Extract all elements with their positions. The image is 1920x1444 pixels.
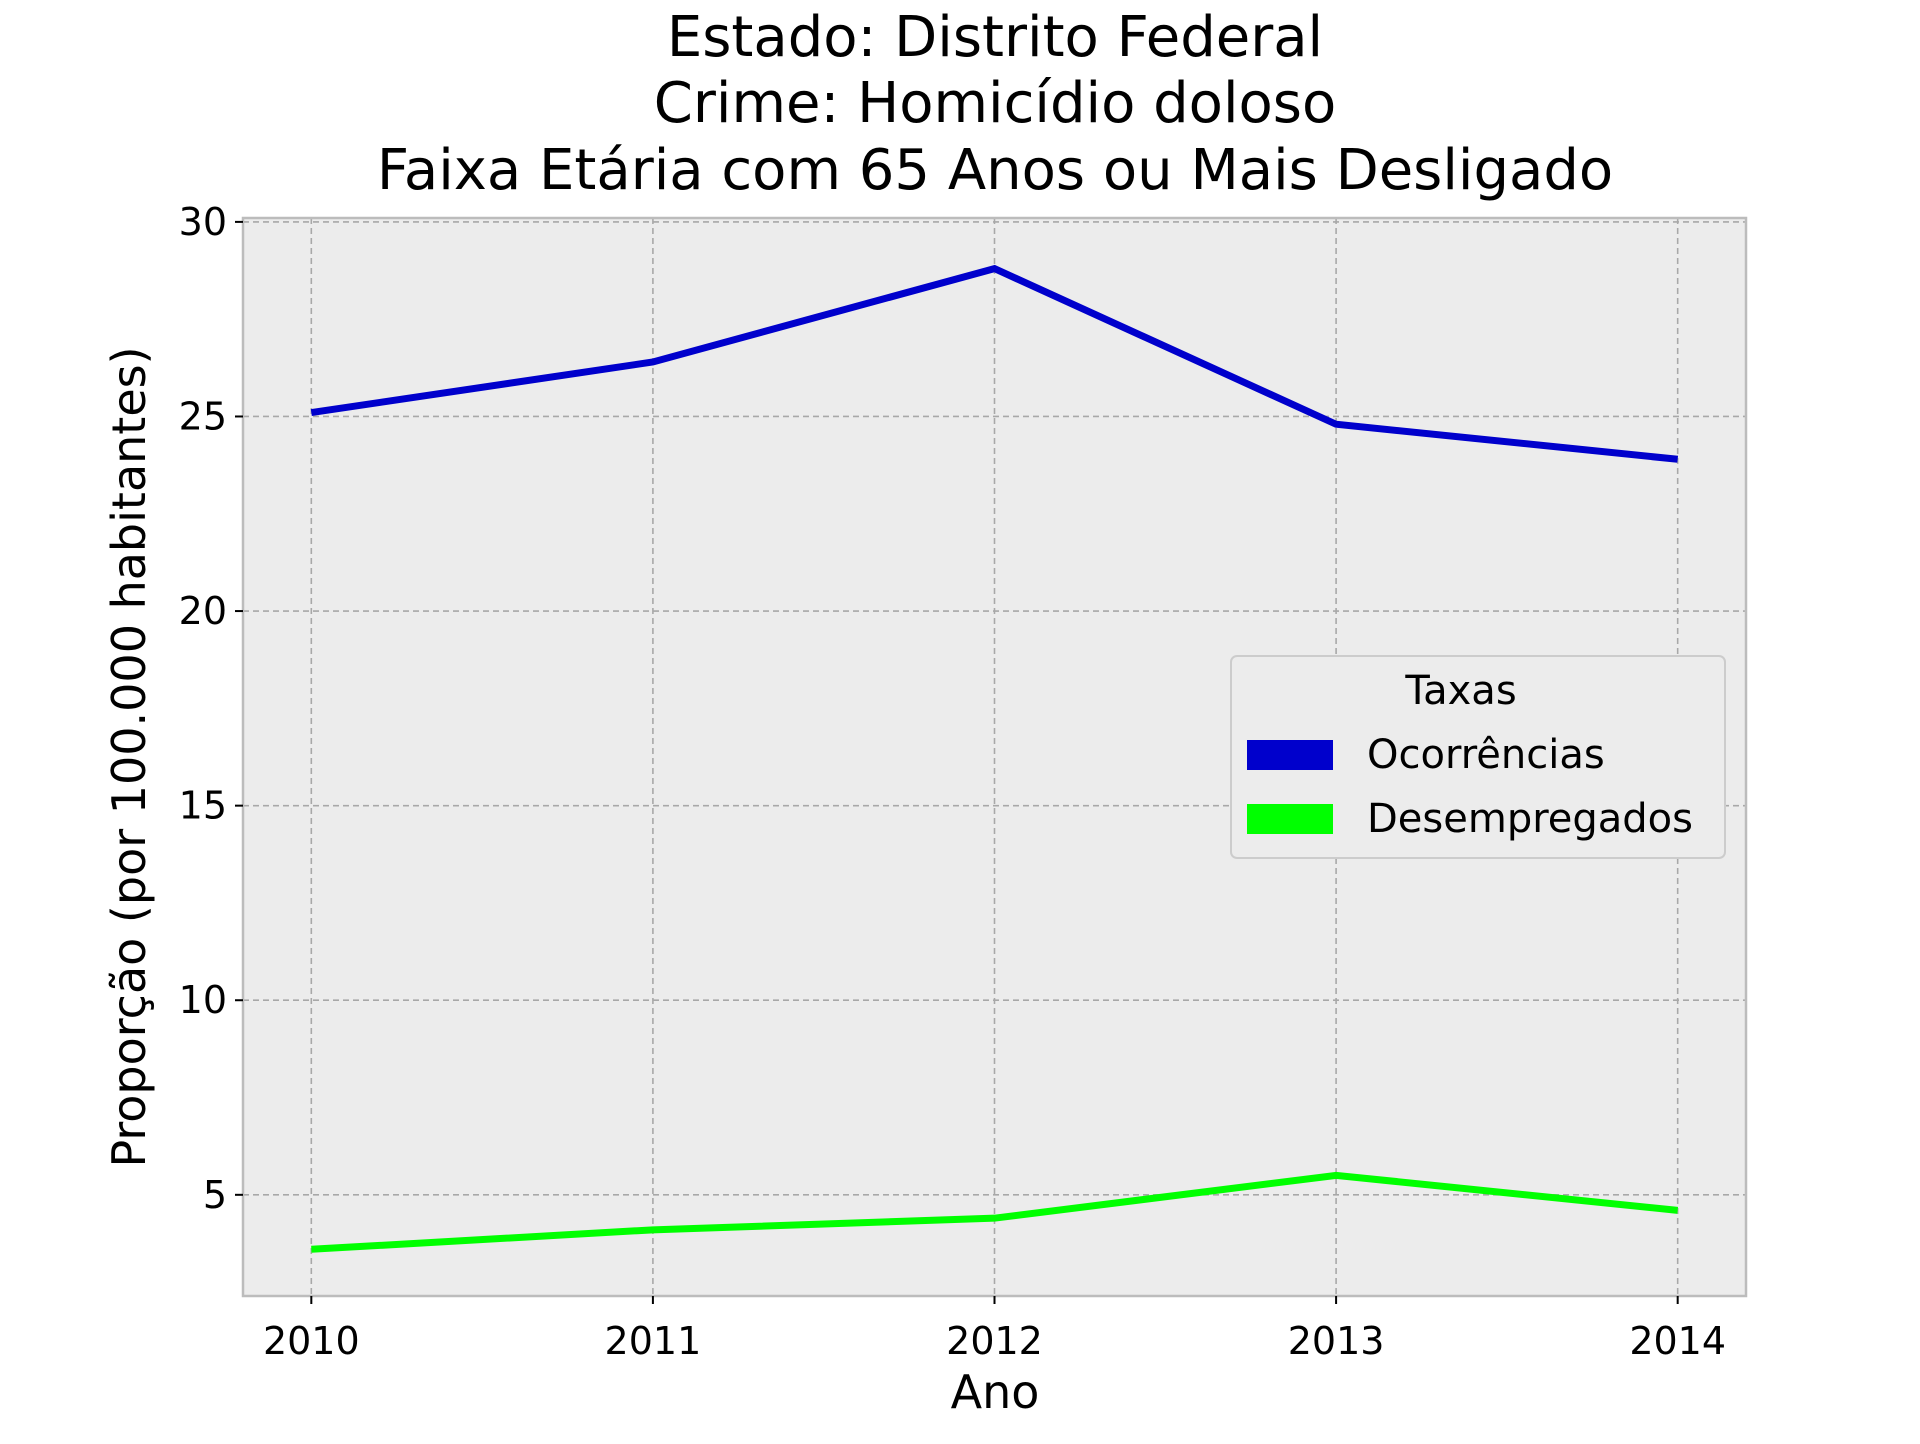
y-tick-label: 10 <box>179 978 227 1022</box>
y-axis-label: Proporção (por 100.000 habitantes) <box>102 346 156 1167</box>
x-tick-label: 2011 <box>605 1319 702 1363</box>
x-axis-label: Ano <box>951 1365 1040 1419</box>
legend-label-ocorrencias: Ocorrências <box>1367 732 1605 778</box>
legend-title: Taxas <box>1404 668 1516 714</box>
y-tick-label: 20 <box>179 589 227 633</box>
legend-swatch-ocorrencias <box>1247 740 1333 770</box>
chart-title-line-3: Faixa Etária com 65 Anos ou Mais Desliga… <box>377 138 1613 203</box>
x-axis-tick-labels: 2010 2011 2012 2013 2014 <box>263 1319 1726 1363</box>
x-tick-label: 2012 <box>946 1319 1043 1363</box>
x-tick-label: 2010 <box>263 1319 360 1363</box>
x-tick-label: 2014 <box>1629 1319 1726 1363</box>
legend-label-desempregados: Desempregados <box>1367 796 1693 842</box>
y-tick-label: 30 <box>179 200 227 244</box>
y-tick-label: 25 <box>179 394 227 438</box>
legend-swatch-desempregados <box>1247 804 1333 834</box>
y-tick-label: 5 <box>203 1173 227 1217</box>
chart-title-line-1: Estado: Distrito Federal <box>667 5 1323 70</box>
x-tick-label: 2013 <box>1288 1319 1385 1363</box>
chart-title: Estado: Distrito Federal Crime: Homicídi… <box>377 5 1613 203</box>
chart-title-line-2: Crime: Homicídio doloso <box>654 71 1336 136</box>
y-tick-label: 15 <box>179 784 227 828</box>
legend: Taxas Ocorrências Desempregados <box>1231 656 1725 858</box>
y-axis-tick-labels: 5 10 15 20 25 30 <box>179 200 227 1217</box>
